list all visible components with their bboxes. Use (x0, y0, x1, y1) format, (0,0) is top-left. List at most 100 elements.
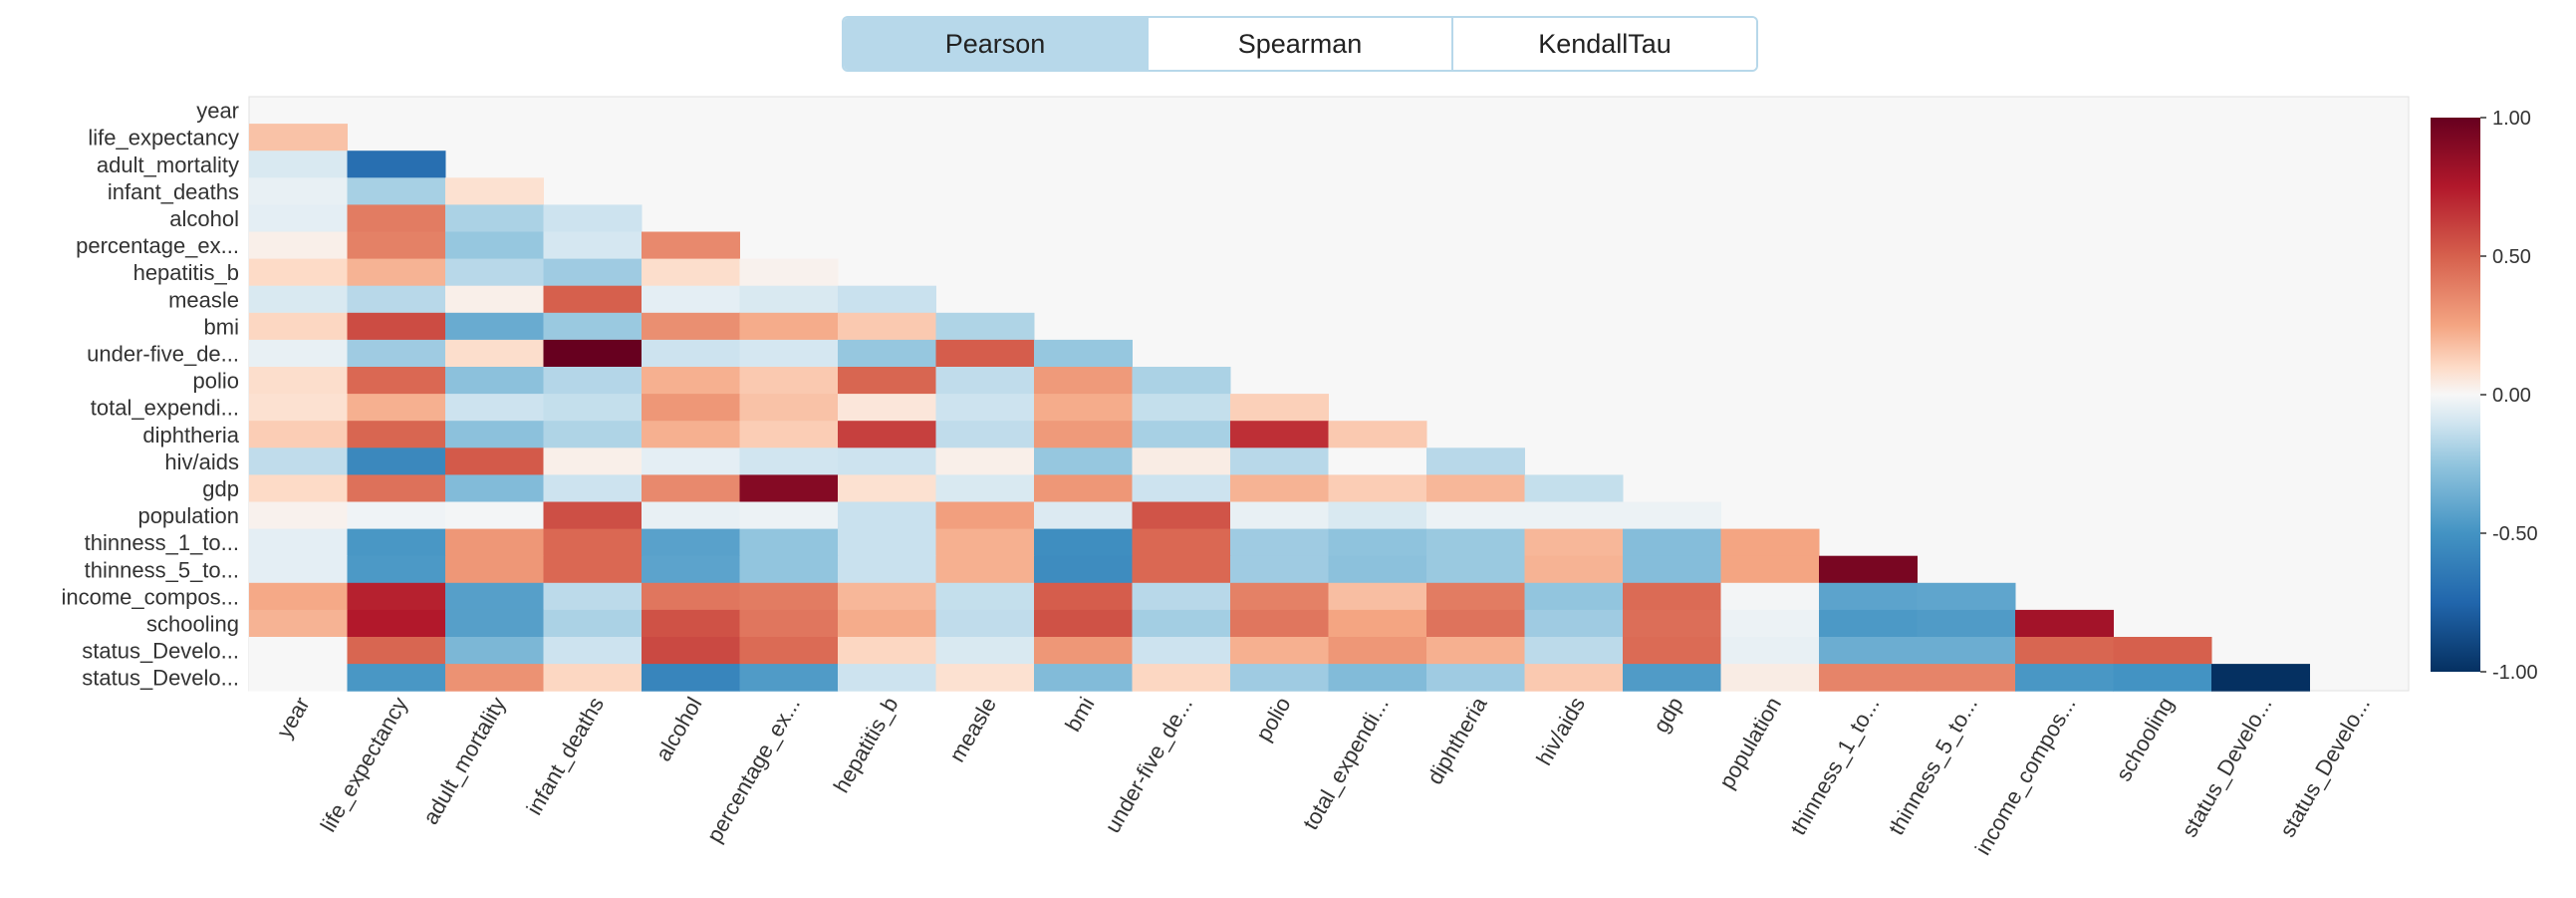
heatmap-cell[interactable]: percentage_ex... / adult_mortality: -0.2… (445, 231, 544, 260)
heatmap-cell[interactable]: schooling / under-five_de...: -0.21 (1132, 609, 1231, 638)
heatmap-cell[interactable]: diphtheria / percentage_ex...: 0.14 (739, 421, 839, 449)
heatmap-cell[interactable]: status_Develo... / infant_deaths: 0.11 (543, 664, 643, 692)
heatmap-cell[interactable]: income_compos... / under-five_de...: -0.… (1132, 582, 1231, 611)
heatmap-cell[interactable]: thinness_5_to... / diphtheria: -0.23 (1426, 555, 1525, 584)
heatmap-cell[interactable]: population / total_expendi...: -0.08 (1328, 501, 1427, 530)
heatmap-cell[interactable]: income_compos... / adult_mortality: -0.4… (445, 582, 544, 611)
heatmap-cell[interactable]: schooling / total_expendi...: 0.25 (1328, 609, 1427, 638)
heatmap-cell[interactable]: hiv/aids / bmi: -0.24 (1034, 448, 1133, 475)
heatmap-cell[interactable]: income_compos... / year: 0.24 (249, 582, 348, 611)
heatmap-cell[interactable]: income_compos... / measle: -0.13 (935, 582, 1035, 611)
heatmap-cell[interactable]: thinness_1_to... / hepatitis_b: -0.12 (838, 528, 936, 557)
heatmap-cell[interactable]: thinness_1_to... / alcohol: -0.43 (642, 528, 740, 557)
heatmap-cell[interactable]: total_expendi... / measle: -0.11 (935, 394, 1035, 422)
heatmap-cell[interactable]: status_Develo... / alcohol: -0.58 (642, 664, 740, 692)
heatmap-cell[interactable]: gdp / under-five_de...: -0.11 (1132, 474, 1231, 502)
heatmap-cell[interactable]: alcohol / infant_deaths: -0.11 (543, 204, 643, 232)
heatmap-cell[interactable]: thinness_1_to... / bmi: -0.53 (1034, 528, 1133, 557)
heatmap-cell[interactable]: population / percentage_ex...: -0.03 (739, 501, 839, 530)
heatmap-cell[interactable]: total_expendi... / life_expectancy: 0.22 (347, 394, 446, 422)
heatmap-cell[interactable]: under-five_de... / year: -0.04 (249, 339, 348, 368)
heatmap-cell[interactable]: bmi / percentage_ex...: 0.23 (739, 312, 839, 341)
heatmap-cell[interactable]: schooling / thinness_1_to...: -0.47 (1819, 609, 1918, 638)
heatmap-cell[interactable]: diphtheria / under-five_de...: -0.20 (1132, 421, 1231, 449)
heatmap-cell[interactable]: thinness_1_to... / population: 0.25 (1720, 528, 1820, 557)
heatmap-cell[interactable]: polio / under-five_de...: -0.19 (1132, 367, 1231, 395)
heatmap-cell[interactable]: gdp / bmi: 0.30 (1034, 474, 1133, 502)
heatmap-cell[interactable]: measle / percentage_ex...: -0.08 (739, 285, 839, 314)
heatmap-cell[interactable]: schooling / hiv/aids: -0.22 (1524, 609, 1624, 638)
heatmap-cell[interactable]: schooling / thinness_5_to...: -0.46 (1917, 609, 2016, 638)
heatmap-cell[interactable]: hiv/aids / year: -0.14 (249, 448, 348, 475)
heatmap-cell[interactable]: population / infant_deaths: 0.56 (543, 501, 643, 530)
heatmap-cell[interactable]: total_expendi... / hepatitis_b: 0.06 (838, 394, 936, 422)
heatmap-cell[interactable]: population / hiv/aids: -0.03 (1524, 501, 1624, 530)
heatmap-cell[interactable]: status_Develo... / schooling: -0.50 (2113, 664, 2212, 692)
heatmap-cell[interactable]: hiv/aids / total_expendi...: 0.00 (1328, 448, 1427, 475)
heatmap-cell[interactable]: schooling / infant_deaths: -0.19 (543, 609, 643, 638)
heatmap-cell[interactable]: hepatitis_b / alcohol: 0.09 (642, 258, 740, 287)
heatmap-cell[interactable]: status_Develo... / bmi: -0.30 (1034, 664, 1133, 692)
heatmap-cell[interactable]: total_expendi... / percentage_ex...: 0.1… (739, 394, 839, 422)
heatmap-cell[interactable]: schooling / year: 0.21 (249, 609, 348, 638)
heatmap-cell[interactable]: under-five_de... / infant_deaths: 1.00 (543, 339, 643, 368)
heatmap-cell[interactable]: hiv/aids / infant_deaths: 0.03 (543, 448, 643, 475)
heatmap-cell[interactable]: status_Develo... / percentage_ex...: 0.4… (739, 637, 839, 665)
heatmap-cell[interactable]: status_Develo... / thinness_1_to...: 0.3… (1819, 664, 1918, 692)
heatmap-cell[interactable]: percentage_ex... / life_expectancy: 0.38 (347, 231, 446, 260)
heatmap-cell[interactable]: status_Develo... / total_expendi...: -0.… (1328, 664, 1427, 692)
heatmap-cell[interactable]: gdp / adult_mortality: -0.30 (445, 474, 544, 502)
heatmap-cell[interactable]: thinness_1_to... / hiv/aids: 0.20 (1524, 528, 1624, 557)
heatmap-cell[interactable]: diphtheria / life_expectancy: 0.48 (347, 421, 446, 449)
heatmap-cell[interactable]: infant_deaths / life_expectancy: -0.20 (347, 177, 446, 205)
heatmap-cell[interactable]: thinness_5_to... / hiv/aids: 0.21 (1524, 555, 1624, 584)
heatmap-cell[interactable]: status_Develo... / hepatitis_b: 0.11 (838, 637, 936, 665)
heatmap-cell[interactable]: bmi / alcohol: 0.33 (642, 312, 740, 341)
heatmap-cell[interactable]: hiv/aids / diphtheria: -0.16 (1426, 448, 1525, 475)
heatmap-cell[interactable]: bmi / life_expectancy: 0.57 (347, 312, 446, 341)
heatmap-cell[interactable]: income_compos... / bmi: 0.51 (1034, 582, 1133, 611)
heatmap-cell[interactable]: total_expendi... / bmi: 0.23 (1034, 394, 1133, 422)
heatmap-cell[interactable]: measle / adult_mortality: 0.03 (445, 285, 544, 314)
heatmap-cell[interactable]: polio / measle: -0.14 (935, 367, 1035, 395)
heatmap-cell[interactable]: status_Develo... / total_expendi...: 0.3… (1328, 637, 1427, 665)
heatmap-cell[interactable]: status_Develo... / diphtheria: 0.22 (1426, 637, 1525, 665)
heatmap-cell[interactable]: thinness_1_to... / measle: 0.22 (935, 528, 1035, 557)
heatmap-cell[interactable]: status_Develo... / diphtheria: -0.22 (1426, 664, 1525, 692)
heatmap-cell[interactable]: status_Develo... / under-five_de...: -0.… (1132, 637, 1231, 665)
heatmap-cell[interactable]: polio / life_expectancy: 0.47 (347, 367, 446, 395)
heatmap-cell[interactable]: bmi / hepatitis_b: 0.15 (838, 312, 936, 341)
heatmap-cell[interactable]: thinness_1_to... / year: -0.05 (249, 528, 348, 557)
heatmap-cell[interactable]: thinness_5_to... / total_expendi...: -0.… (1328, 555, 1427, 584)
heatmap-cell[interactable]: measle / year: -0.08 (249, 285, 348, 314)
heatmap-cell[interactable]: bmi / infant_deaths: -0.23 (543, 312, 643, 341)
heatmap-cell[interactable]: population / alcohol: -0.04 (642, 501, 740, 530)
heatmap-cell[interactable]: population / year: 0.02 (249, 501, 348, 530)
heatmap-cell[interactable]: population / hepatitis_b: -0.12 (838, 501, 936, 530)
heatmap-cell[interactable]: hiv/aids / life_expectancy: -0.56 (347, 448, 446, 475)
heatmap-cell[interactable]: thinness_1_to... / under-five_de...: 0.4… (1132, 528, 1231, 557)
heatmap-cell[interactable]: status_Develo... / year: 0.00 (249, 664, 348, 692)
heatmap-cell[interactable]: thinness_1_to... / polio: -0.22 (1230, 528, 1329, 557)
heatmap-cell[interactable]: thinness_1_to... / gdp: -0.29 (1623, 528, 1721, 557)
heatmap-cell[interactable]: thinness_5_to... / measle: 0.22 (935, 555, 1035, 584)
heatmap-cell[interactable]: diphtheria / polio: 0.67 (1230, 421, 1329, 449)
heatmap-cell[interactable]: polio / adult_mortality: -0.27 (445, 367, 544, 395)
heatmap-cell[interactable]: schooling / income_compos...: 0.80 (2015, 609, 2114, 638)
heatmap-cell[interactable]: status_Develo... / measle: 0.08 (935, 664, 1035, 692)
heatmap-cell[interactable]: diphtheria / total_expendi...: 0.15 (1328, 421, 1427, 449)
heatmap-cell[interactable]: gdp / alcohol: 0.35 (642, 474, 740, 502)
heatmap-cell[interactable]: life_expectancy / year: 0.17 (249, 124, 348, 151)
heatmap-cell[interactable]: thinness_1_to... / life_expectancy: -0.4… (347, 528, 446, 557)
heatmap-cell[interactable]: gdp / percentage_ex...: 0.90 (739, 474, 839, 502)
heatmap-cell[interactable]: population / adult_mortality: -0.01 (445, 501, 544, 530)
heatmap-cell[interactable]: thinness_5_to... / thinness_1_to...: 0.9… (1819, 555, 1918, 584)
heatmap-cell[interactable]: thinness_5_to... / year: -0.05 (249, 555, 348, 584)
heatmap-cell[interactable]: income_compos... / hiv/aids: -0.25 (1524, 582, 1624, 611)
heatmap-cell[interactable]: status_Develo... / hepatitis_b: -0.11 (838, 664, 936, 692)
heatmap-cell[interactable]: hiv/aids / under-five_de...: 0.04 (1132, 448, 1231, 475)
heatmap-cell[interactable]: thinness_5_to... / gdp: -0.29 (1623, 555, 1721, 584)
heatmap-cell[interactable]: thinness_5_to... / percentage_ex...: -0.… (739, 555, 839, 584)
heatmap-cell[interactable]: schooling / bmi: 0.55 (1034, 609, 1133, 638)
heatmap-cell[interactable]: thinness_5_to... / alcohol: -0.42 (642, 555, 740, 584)
